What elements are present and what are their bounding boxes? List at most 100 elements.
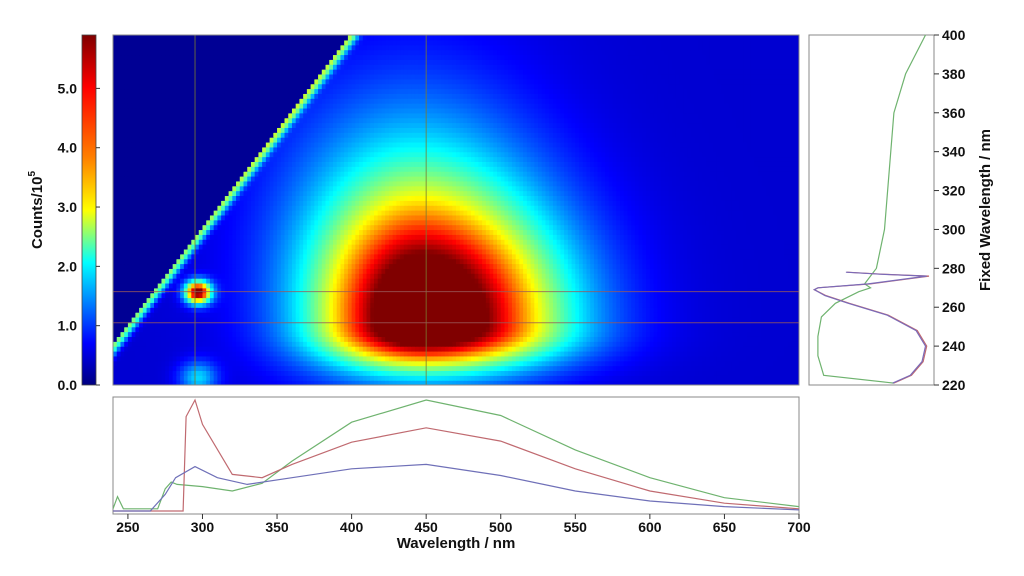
heatmap-cell xyxy=(534,287,539,294)
heatmap-cell xyxy=(265,346,271,352)
heatmap-cell xyxy=(787,253,793,260)
heatmap-cell xyxy=(277,350,282,357)
heatmap-cell xyxy=(784,380,789,385)
heatmap-cell xyxy=(422,350,427,357)
heatmap-cell xyxy=(400,360,405,367)
heatmap-cell xyxy=(489,316,494,323)
heatmap-cell xyxy=(411,336,416,342)
heatmap-cell xyxy=(761,282,767,289)
heatmap-cell xyxy=(634,326,640,333)
heatmap-cell xyxy=(142,346,148,352)
heatmap-cell xyxy=(332,307,338,313)
heatmap-cell xyxy=(239,287,245,294)
heatmap-cell xyxy=(273,326,278,333)
heatmap-cell xyxy=(724,365,729,372)
heatmap-cell xyxy=(426,292,431,299)
heatmap-cell xyxy=(560,312,565,318)
heatmap-cell xyxy=(437,297,442,303)
heatmap-cell xyxy=(452,355,457,362)
heatmap-cell xyxy=(396,263,401,269)
heatmap-cell xyxy=(113,248,118,255)
heatmap-cell xyxy=(467,268,472,274)
heatmap-cell xyxy=(209,355,215,362)
heatmap-cell xyxy=(191,321,196,328)
heatmap-cell xyxy=(295,380,301,385)
heatmap-cell xyxy=(187,370,192,376)
heatmap-cell xyxy=(168,292,174,299)
heatmap-cell xyxy=(213,268,218,274)
heatmap-cell xyxy=(713,273,718,279)
heatmap-cell xyxy=(318,346,323,352)
heatmap-cell xyxy=(590,341,595,347)
heatmap-cell xyxy=(400,341,405,347)
heatmap-cell xyxy=(318,370,323,376)
heatmap-cell xyxy=(489,307,494,313)
heatmap-cell xyxy=(422,336,427,342)
heatmap-cell xyxy=(157,302,163,308)
heatmap-cell xyxy=(139,331,144,337)
heatmap-cell xyxy=(467,326,472,333)
heatmap-cell xyxy=(474,341,479,347)
heatmap-cell xyxy=(277,316,282,323)
heatmap-cell xyxy=(407,350,412,357)
heatmap-cell xyxy=(776,312,781,318)
heatmap-cell xyxy=(541,370,547,376)
heatmap-cell xyxy=(765,341,770,347)
heatmap-cell xyxy=(690,346,696,352)
heatmap-cell xyxy=(500,297,506,303)
heatmap-cell xyxy=(672,287,677,294)
heatmap-cell xyxy=(463,307,468,313)
heatmap-cell xyxy=(620,336,625,342)
heatmap-cell xyxy=(497,370,502,376)
heatmap-cell xyxy=(385,282,390,289)
heatmap-cell xyxy=(329,370,334,376)
heatmap-cell xyxy=(586,355,591,362)
heatmap-cell xyxy=(351,360,356,367)
heatmap-cell xyxy=(113,380,118,385)
heatmap-cell xyxy=(754,326,759,333)
heatmap-cell xyxy=(549,258,554,265)
heatmap-cell xyxy=(146,312,151,318)
heatmap-cell xyxy=(269,370,274,376)
heatmap-cell xyxy=(344,365,349,372)
heatmap-cell xyxy=(131,346,136,352)
heatmap-cell xyxy=(575,380,580,385)
heatmap-cell xyxy=(385,321,390,328)
heatmap-cell xyxy=(347,321,353,328)
heatmap-cell xyxy=(765,331,770,337)
heatmap-cell xyxy=(183,360,189,367)
heatmap-cell xyxy=(403,380,409,385)
heatmap-cell xyxy=(202,312,207,318)
heatmap-cell xyxy=(269,253,274,260)
heatmap-cell xyxy=(359,380,364,385)
heatmap-cell xyxy=(325,273,330,279)
heatmap-cell xyxy=(370,355,375,362)
heatmap-cell xyxy=(247,302,252,308)
heatmap-cell xyxy=(388,302,394,308)
heatmap-cell xyxy=(347,360,353,367)
heatmap-cell xyxy=(195,341,200,347)
heatmap-cell xyxy=(649,253,655,260)
heatmap-cell xyxy=(385,380,390,385)
heatmap-cell xyxy=(262,292,267,299)
heatmap-cell xyxy=(623,287,629,294)
heatmap-cell xyxy=(437,350,442,357)
heatmap-cell xyxy=(306,380,312,385)
heatmap-cell xyxy=(329,336,334,342)
heatmap-cell xyxy=(456,321,461,328)
heatmap-cell xyxy=(694,355,699,362)
heatmap-cell xyxy=(735,336,740,342)
heatmap-cell xyxy=(728,355,733,362)
heatmap-cell xyxy=(623,375,629,381)
heatmap-cell xyxy=(642,253,647,260)
heatmap-cell xyxy=(258,268,263,274)
heatmap-cell xyxy=(675,365,681,372)
heatmap-cell xyxy=(183,258,189,265)
heatmap-cell xyxy=(168,365,174,372)
heatmap-cell xyxy=(429,253,435,260)
heatmap-cell xyxy=(265,307,271,313)
heatmap-cell xyxy=(534,268,539,274)
heatmap-cell xyxy=(541,302,547,308)
heatmap-cell xyxy=(452,312,457,318)
heatmap-cell xyxy=(224,287,230,294)
